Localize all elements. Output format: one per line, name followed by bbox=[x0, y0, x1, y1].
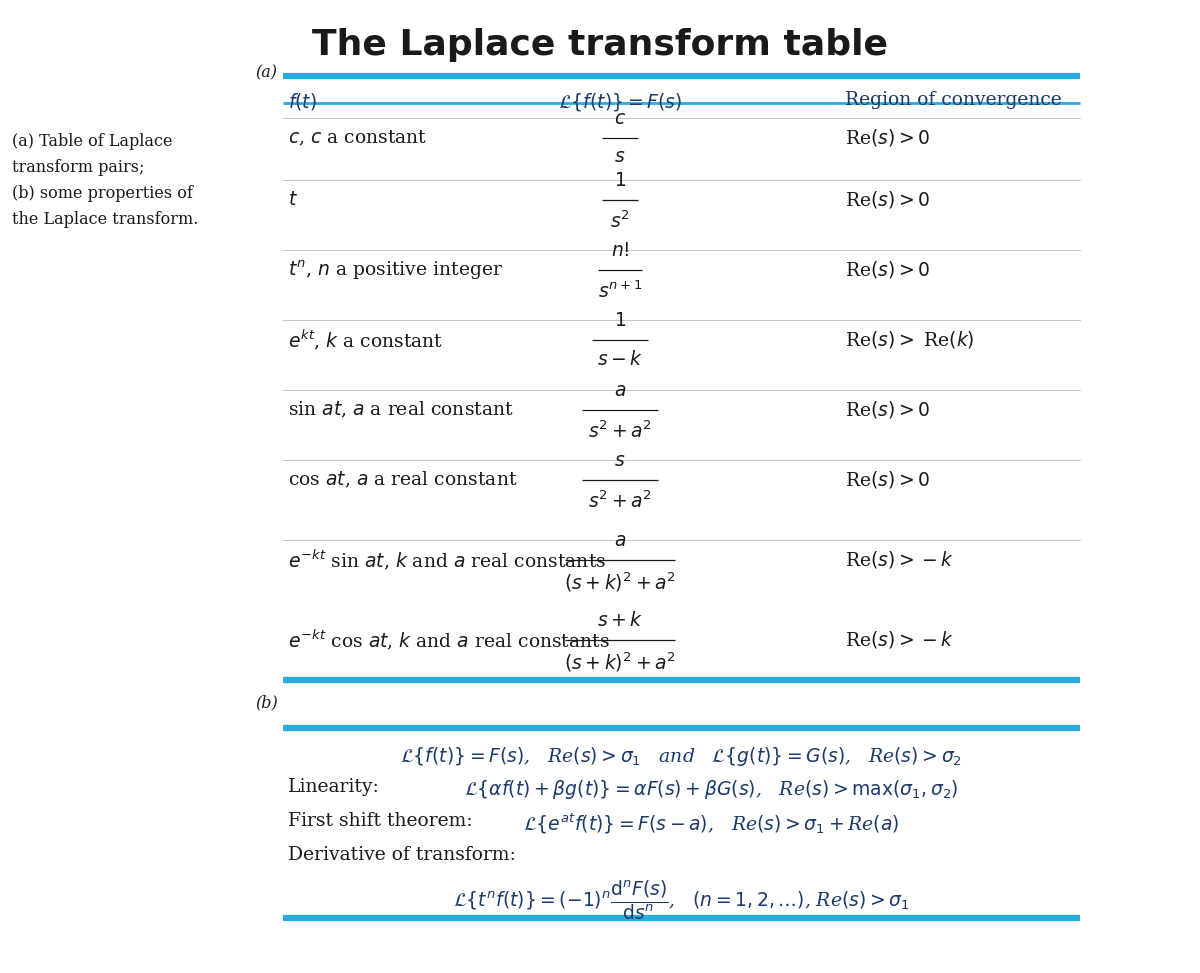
Text: (b): (b) bbox=[256, 695, 277, 711]
Text: $1$: $1$ bbox=[614, 312, 626, 330]
Text: $\mathcal{L}\{\alpha f(t)+\beta g(t)\} = \alpha F(s)+\beta G(s)$,   Re$(s) > \ma: $\mathcal{L}\{\alpha f(t)+\beta g(t)\} =… bbox=[464, 778, 959, 801]
Text: $s$: $s$ bbox=[614, 452, 625, 470]
Text: $1$: $1$ bbox=[614, 172, 626, 190]
Text: $a$: $a$ bbox=[614, 532, 626, 550]
Text: The Laplace transform table: The Laplace transform table bbox=[312, 28, 888, 62]
Text: $e^{-kt}$ sin $at$, $k$ and $a$ real constants: $e^{-kt}$ sin $at$, $k$ and $a$ real con… bbox=[288, 548, 606, 572]
Text: $e^{kt}$, $k$ a constant: $e^{kt}$, $k$ a constant bbox=[288, 328, 443, 352]
Text: $s-k$: $s-k$ bbox=[596, 350, 643, 369]
Text: $c$, $c$ a constant: $c$, $c$ a constant bbox=[288, 128, 427, 148]
Text: $s$: $s$ bbox=[614, 148, 625, 166]
Text: Re$(s)>0$: Re$(s)>0$ bbox=[845, 190, 930, 210]
Text: First shift theorem:: First shift theorem: bbox=[288, 812, 473, 830]
Text: cos $at$, $a$ a real constant: cos $at$, $a$ a real constant bbox=[288, 470, 517, 490]
Text: $t$: $t$ bbox=[288, 191, 298, 209]
Text: $\mathcal{L}\{e^{at}f(t)\} = F(s-a)$,   Re$(s) > \sigma_1+$Re$(a)$: $\mathcal{L}\{e^{at}f(t)\} = F(s-a)$, Re… bbox=[523, 812, 900, 837]
Text: Derivative of transform:: Derivative of transform: bbox=[288, 846, 516, 864]
Text: Re$(s)>-k$: Re$(s)>-k$ bbox=[845, 630, 954, 651]
Text: Re$(s)>0$: Re$(s)>0$ bbox=[845, 400, 930, 420]
Text: $s^2+a^2$: $s^2+a^2$ bbox=[588, 490, 652, 512]
Text: $a$: $a$ bbox=[614, 382, 626, 400]
Text: Re$(s)>0$: Re$(s)>0$ bbox=[845, 127, 930, 149]
Text: $f(t)$: $f(t)$ bbox=[288, 91, 317, 112]
Text: $c$: $c$ bbox=[614, 110, 626, 128]
Text: $t^n$, $n$ a positive integer: $t^n$, $n$ a positive integer bbox=[288, 258, 503, 282]
Text: $s+k$: $s+k$ bbox=[596, 611, 643, 630]
Text: $s^2+a^2$: $s^2+a^2$ bbox=[588, 420, 652, 442]
Text: $\mathcal{L}\{t^n f(t)\} = (-1)^n\dfrac{\mathrm{d}^n F(s)}{\mathrm{d}s^n}$,   $(: $\mathcal{L}\{t^n f(t)\} = (-1)^n\dfrac{… bbox=[454, 878, 910, 921]
Text: $s^2$: $s^2$ bbox=[610, 210, 630, 232]
Text: $\mathcal{L}\{f(t)\} = F(s)$: $\mathcal{L}\{f(t)\} = F(s)$ bbox=[558, 91, 682, 113]
Text: $e^{-kt}$ cos $at$, $k$ and $a$ real constants: $e^{-kt}$ cos $at$, $k$ and $a$ real con… bbox=[288, 628, 610, 652]
Text: $(s+k)^2+a^2$: $(s+k)^2+a^2$ bbox=[564, 570, 676, 594]
Text: (a) Table of Laplace
transform pairs;
(b) some properties of
the Laplace transfo: (a) Table of Laplace transform pairs; (b… bbox=[12, 133, 198, 229]
Text: $s^{n+1}$: $s^{n+1}$ bbox=[598, 280, 642, 302]
Text: Re$(s)>0$: Re$(s)>0$ bbox=[845, 260, 930, 280]
Text: $\mathcal{L}\{f(t)\} = F(s)$,   Re$(s) > \sigma_1$   and   $\mathcal{L}\{g(t)\} : $\mathcal{L}\{f(t)\} = F(s)$, Re$(s) > \… bbox=[401, 745, 962, 768]
Text: $n!$: $n!$ bbox=[611, 242, 629, 260]
Text: sin $at$, $a$ a real constant: sin $at$, $a$ a real constant bbox=[288, 400, 514, 420]
Text: Region of convergence: Region of convergence bbox=[845, 91, 1062, 109]
Text: Linearity:: Linearity: bbox=[288, 778, 379, 796]
Text: Re$(s)>-k$: Re$(s)>-k$ bbox=[845, 550, 954, 570]
Text: (a): (a) bbox=[256, 64, 277, 82]
Text: $(s+k)^2+a^2$: $(s+k)^2+a^2$ bbox=[564, 650, 676, 673]
Text: Re$(s)>0$: Re$(s)>0$ bbox=[845, 470, 930, 490]
Text: Re$(s)>$ Re$(k)$: Re$(s)>$ Re$(k)$ bbox=[845, 330, 974, 350]
